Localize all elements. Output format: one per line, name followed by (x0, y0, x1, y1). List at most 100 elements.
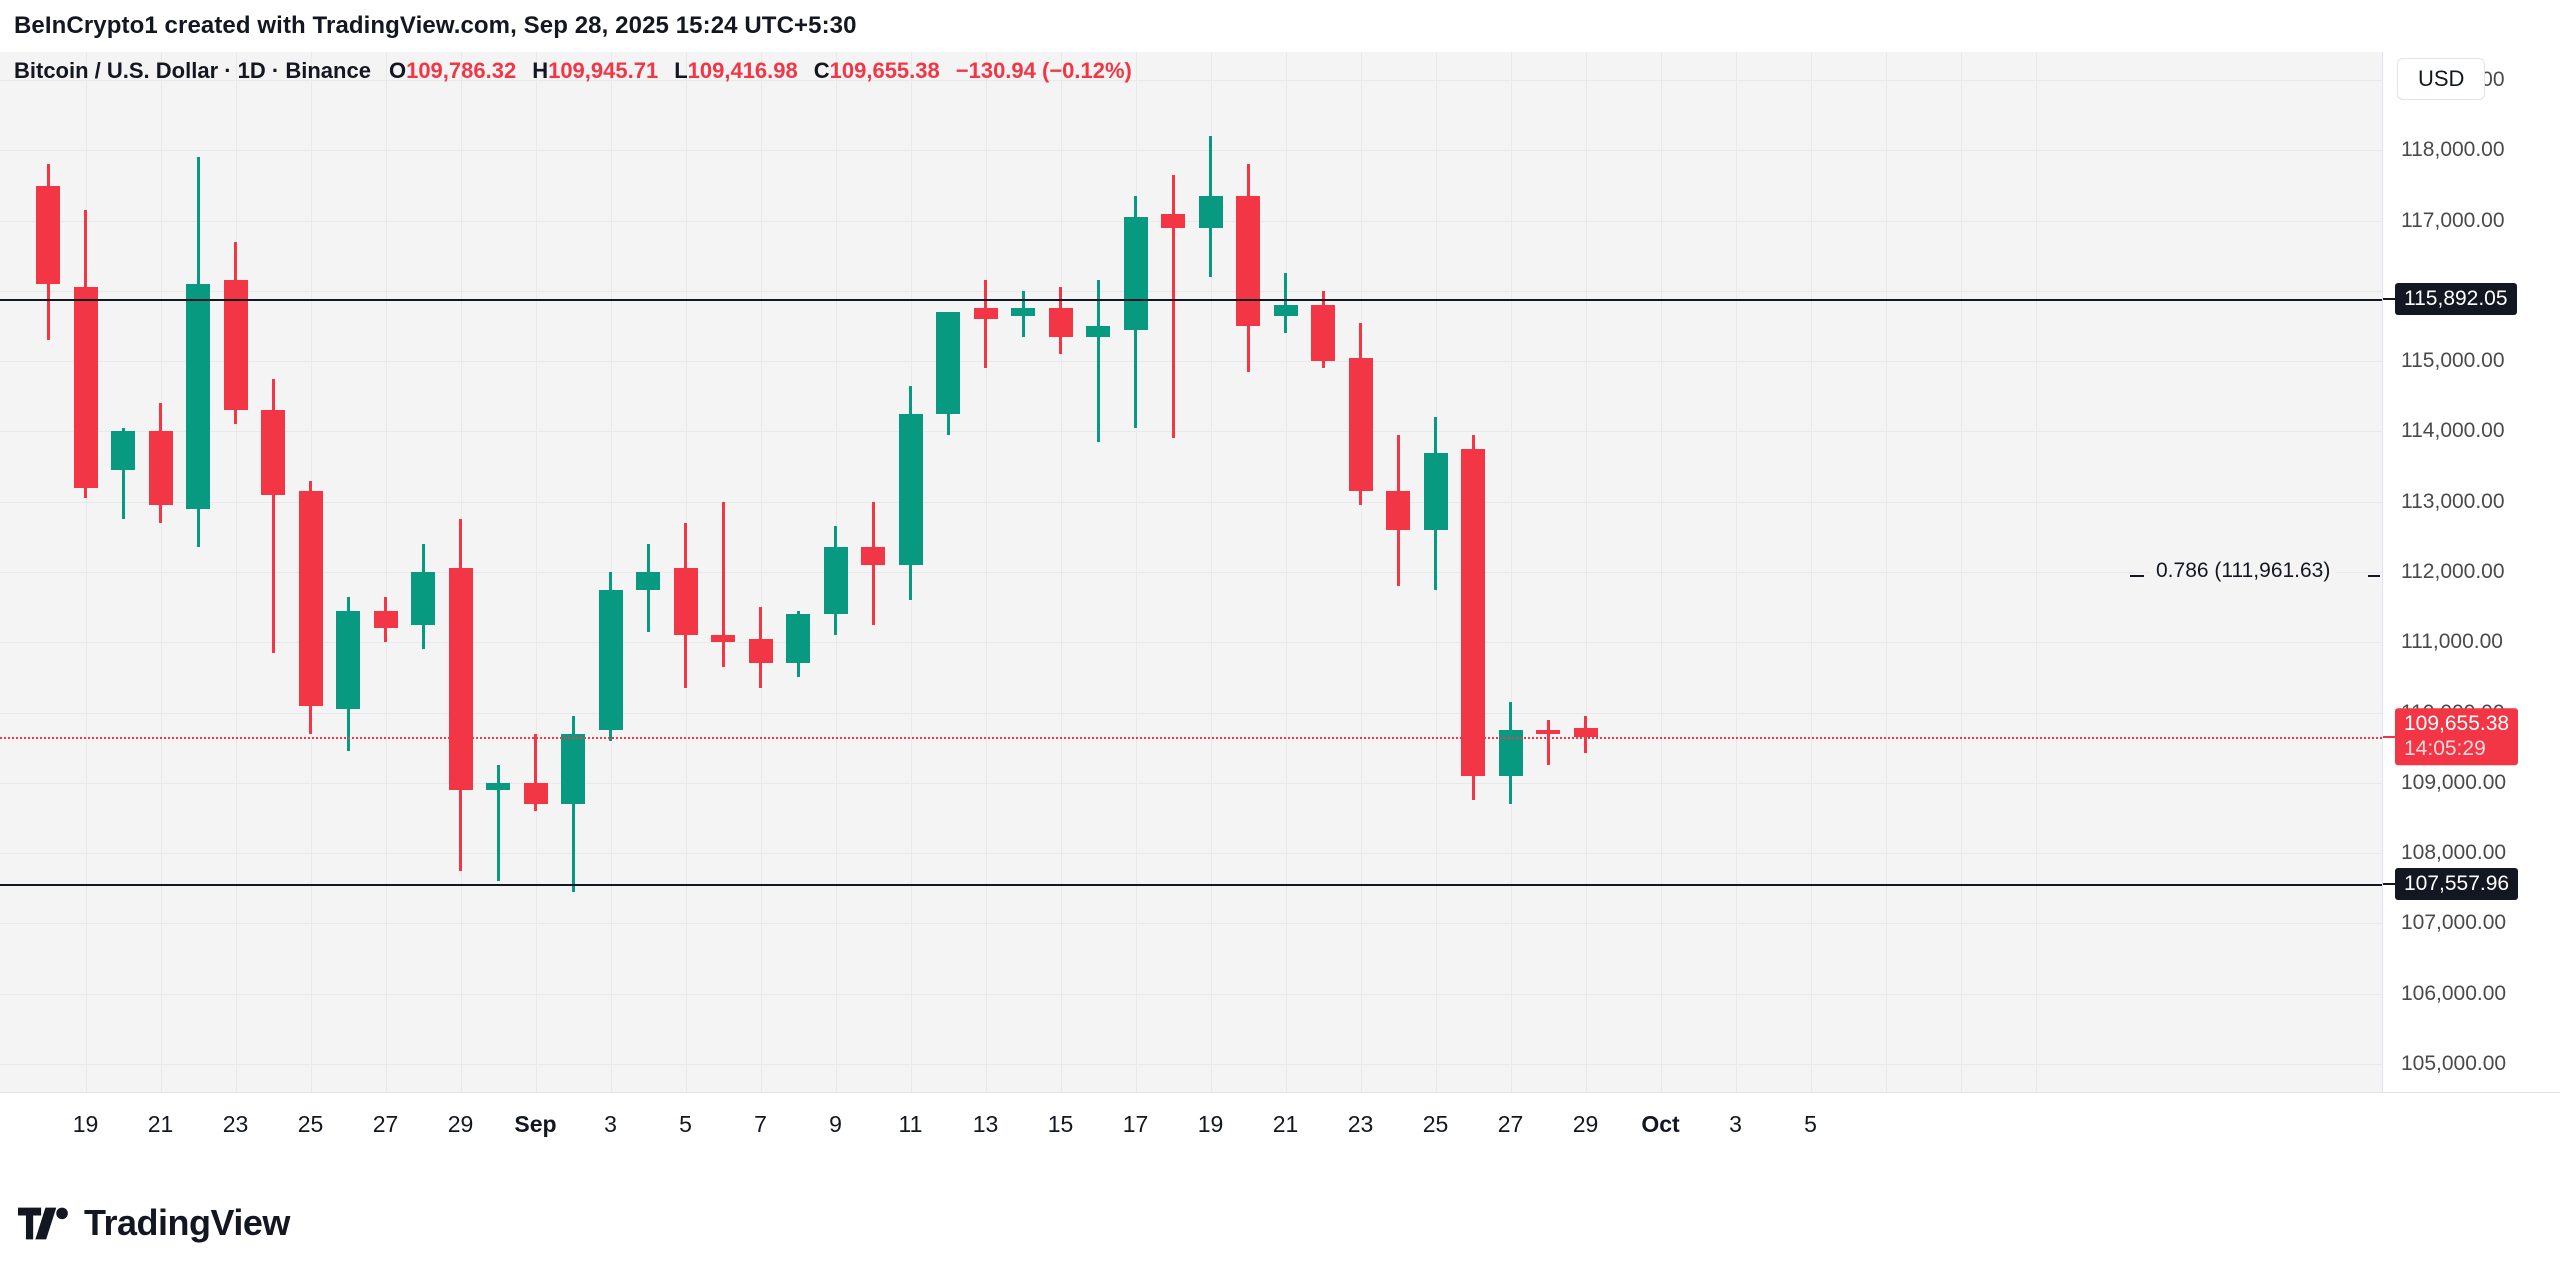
grid-line-vertical (1811, 52, 1812, 1092)
candlestick[interactable] (1498, 52, 1523, 1092)
candlestick[interactable] (1273, 52, 1298, 1092)
time-axis-tick: 15 (1047, 1111, 1074, 1137)
candlestick[interactable] (1573, 52, 1598, 1092)
last-price-time: 14:05:29 (2404, 736, 2486, 760)
price-axis-tick: 107,000.00 (2401, 911, 2507, 935)
candlestick[interactable] (861, 52, 885, 1092)
candlestick[interactable] (223, 52, 248, 1092)
time-axis-tick: 9 (829, 1111, 842, 1137)
price-level-label[interactable]: 115,892.05 (2395, 282, 2517, 315)
candlestick[interactable] (448, 52, 473, 1092)
candlestick[interactable] (786, 52, 810, 1092)
time-axis-tick: Sep (514, 1111, 557, 1137)
candlestick[interactable] (148, 52, 173, 1092)
price-axis-tick: 106,000.00 (2401, 981, 2507, 1005)
grid-line-horizontal (0, 642, 2382, 644)
price-axis-tick: 113,000.00 (2401, 489, 2505, 513)
candlestick[interactable] (1423, 52, 1448, 1092)
candlestick[interactable] (186, 52, 210, 1092)
candlestick[interactable] (261, 52, 285, 1092)
candlestick[interactable] (36, 52, 60, 1092)
candle-body (1161, 213, 1185, 228)
candlestick[interactable] (1161, 52, 1185, 1092)
candlestick[interactable] (1461, 52, 1485, 1092)
candlestick[interactable] (1536, 52, 1560, 1092)
price-line-last-price[interactable] (0, 736, 2382, 739)
candlestick[interactable] (1086, 52, 1110, 1092)
last-price-label[interactable]: 109,655.38 14:05:29 (2395, 707, 2519, 766)
candle-wick (571, 716, 575, 892)
grid-line-vertical (986, 52, 987, 1092)
candlestick[interactable] (711, 52, 735, 1092)
candle-body (36, 185, 60, 284)
price-level-label[interactable]: 107,557.96 (2395, 868, 2519, 901)
candlestick[interactable] (523, 52, 548, 1092)
candle-wick (121, 427, 125, 520)
candle-wick (1171, 174, 1175, 439)
last-price-value: 109,655.38 (2404, 711, 2510, 735)
candlestick[interactable] (561, 52, 585, 1092)
candlestick[interactable] (598, 52, 623, 1092)
candlestick[interactable] (1311, 52, 1335, 1092)
price-axis-tick: 117,000.00 (2401, 208, 2505, 232)
time-axis-tick: 19 (1197, 1111, 1224, 1137)
candlestick[interactable] (636, 52, 660, 1092)
grid-line-vertical (386, 52, 387, 1092)
legend-symbol[interactable]: Bitcoin / U.S. Dollar · 1D · Binance (14, 58, 371, 83)
price-axis[interactable]: USD 119,000.00118,000.00117,000.00115,00… (2382, 52, 2560, 1092)
candlestick[interactable] (411, 52, 435, 1092)
candlestick[interactable] (73, 52, 98, 1092)
candle-wick (496, 765, 500, 882)
candlestick[interactable] (898, 52, 923, 1092)
price-axis-tick: 118,000.00 (2401, 138, 2505, 162)
candle-body (148, 431, 173, 506)
candle-body (936, 312, 960, 414)
candlestick[interactable] (373, 52, 398, 1092)
candle-body (1386, 491, 1410, 530)
grid-line-vertical (161, 52, 162, 1092)
candlestick[interactable] (1048, 52, 1073, 1092)
price-line-level[interactable] (0, 298, 2382, 301)
candlestick[interactable] (1198, 52, 1223, 1092)
candlestick[interactable] (823, 52, 848, 1092)
candlestick[interactable] (1123, 52, 1148, 1092)
chart-pane[interactable]: Bitcoin / U.S. Dollar · 1D · Binance O 10… (0, 52, 2382, 1092)
time-axis-tick: 5 (679, 1111, 692, 1137)
time-axis[interactable]: 19 21 23 25 27 29 Sep 3 5 7 9 11 13 15 17 19 21 23 25 27 29 O… (0, 1092, 2560, 1165)
time-axis-tick: 21 (147, 1111, 174, 1137)
candle-body (711, 635, 735, 643)
grid-line-vertical (1286, 52, 1287, 1092)
candle-body (823, 547, 848, 615)
candle-body (786, 614, 810, 664)
candlestick[interactable] (298, 52, 323, 1092)
candle-wick (721, 501, 725, 667)
candle-body (1311, 304, 1335, 362)
grid-line-horizontal (0, 501, 2382, 503)
legend-high-value: 109,945.71 (548, 58, 659, 83)
currency-badge[interactable]: USD (2397, 58, 2486, 100)
grid-line-horizontal (0, 1063, 2382, 1065)
candlestick[interactable] (1348, 52, 1373, 1092)
candlestick[interactable] (111, 52, 135, 1092)
candlestick[interactable] (1386, 52, 1410, 1092)
candle-body (486, 782, 510, 790)
candlestick[interactable] (673, 52, 698, 1092)
candle-body (898, 413, 923, 565)
grid-line-vertical (86, 52, 87, 1092)
time-axis-tick: 5 (1804, 1111, 1817, 1137)
candlestick[interactable] (748, 52, 773, 1092)
grid-line-vertical (536, 52, 537, 1092)
price-line-level[interactable] (0, 884, 2382, 887)
candlestick[interactable] (486, 52, 510, 1092)
candle-body (1273, 304, 1298, 316)
candlestick-plot-area[interactable] (0, 52, 2382, 1092)
candlestick[interactable] (973, 52, 998, 1092)
candlestick[interactable] (336, 52, 360, 1092)
candle-body (1536, 730, 1560, 734)
chart-legend: Bitcoin / U.S. Dollar · 1D · Binance O 10… (14, 58, 1132, 84)
candlestick[interactable] (936, 52, 960, 1092)
candlestick[interactable] (1236, 52, 1260, 1092)
candlestick[interactable] (1011, 52, 1035, 1092)
fib-level-dash (2130, 574, 2144, 577)
tradingview-logo-icon (18, 1207, 68, 1239)
